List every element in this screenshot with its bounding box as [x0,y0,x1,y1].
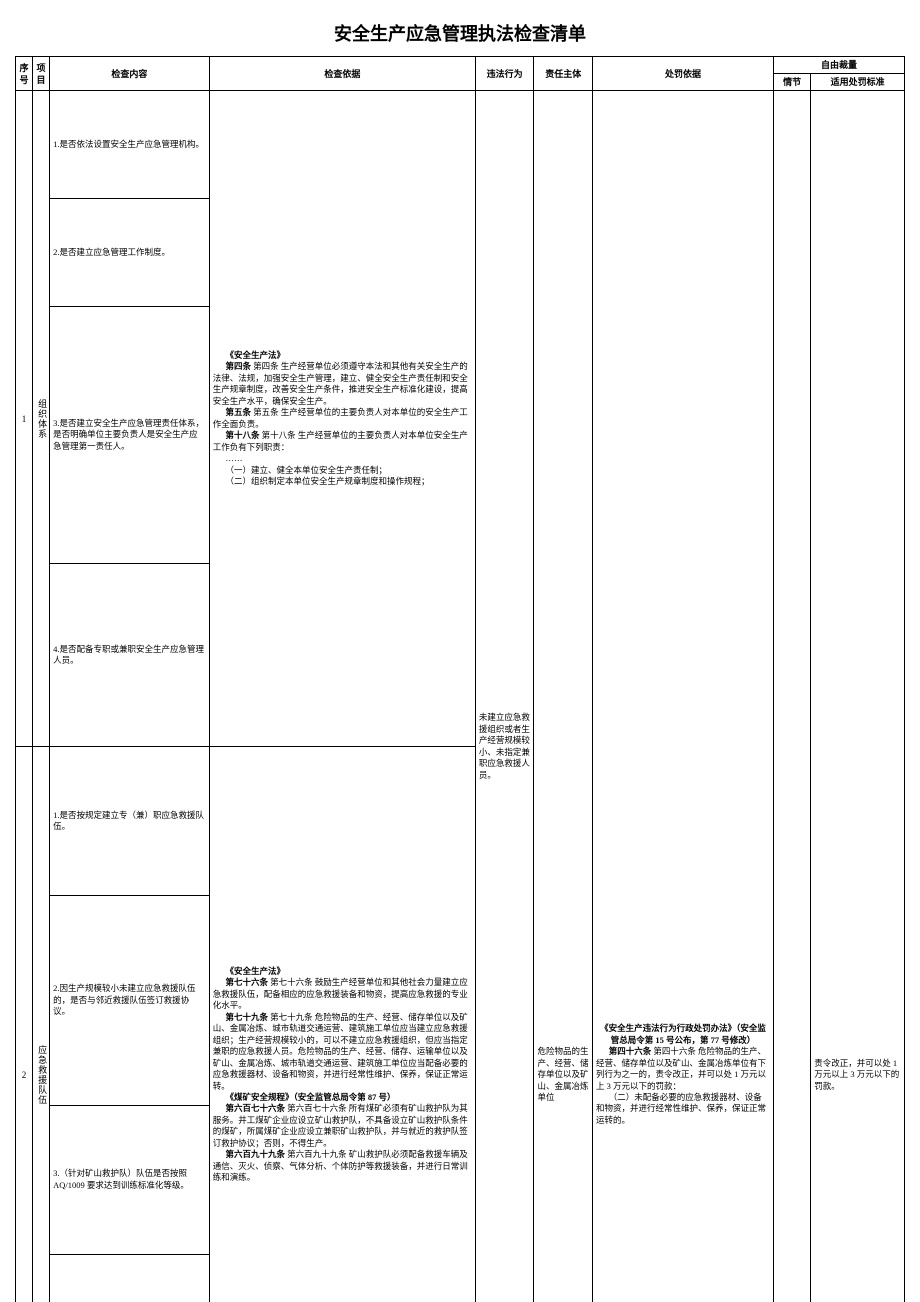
content-1-2: 2.是否建立应急管理工作制度。 [50,199,210,307]
th-discretion: 自由裁量 [773,57,904,74]
content-2-3: 3.（针对矿山救护队）队伍是否按照 AQ/1009 要求达到训练标准化等级。 [50,1105,210,1254]
seq-1: 1 [16,91,33,747]
content-2-2: 2.因生产规模较小未建立应急救援队伍的，是否与邻近救援队伍签订救援协议。 [50,896,210,1106]
th-content: 检查内容 [50,57,210,91]
th-seq: 序号 [16,57,33,91]
content-1-4: 4.是否配备专职或兼职安全生产应急管理人员。 [50,564,210,747]
th-item: 项目 [33,57,50,91]
content-2-4: 4.（针对矿山救护队）队伍建设和人员配备是否符合相关规定要求。 [50,1254,210,1302]
standard-shared: 责令改正，并可以处 1 万元以上 3 万元以下的罚款。 [811,91,905,1302]
basis-1: 《安全生产法》 第四条 第四条 生产经营单位必须遵守本法和其他有关安全生产的法律… [209,91,475,747]
content-2-1: 1.是否按规定建立专（兼）职应急救援队伍。 [50,747,210,896]
subject-shared: 危险物品的生产、经营、储存单位以及矿山、金属冶炼单位 [534,91,593,1302]
th-circum: 情节 [773,74,810,91]
basis-2: 《安全生产法》 第七十六条 第七十六条 鼓励生产经营单位和其他社会力量建立应急救… [209,747,475,1302]
content-1-1: 1.是否依法设置安全生产应急管理机构。 [50,91,210,199]
th-penalty: 处罚依据 [593,57,774,91]
th-subject: 责任主体 [534,57,593,91]
illegal-shared: 未建立应急救援组织或者生产经营规模较小、未指定兼职应急救援人员。 [475,91,534,1302]
penalty-shared: 《安全生产违法行为行政处罚办法》（安全监管总局令第 15 号公布，第 77 号修… [593,91,774,1302]
circum-shared [773,91,810,1302]
seq-2: 2 [16,747,33,1302]
th-standard: 适用处罚标准 [811,74,905,91]
item-1: 组织体系 [33,91,50,747]
th-illegal: 违法行为 [475,57,534,91]
table-row: 1 组织体系 1.是否依法设置安全生产应急管理机构。 《安全生产法》 第四条 第… [16,91,905,199]
checklist-table: 序号 项目 检查内容 检查依据 违法行为 责任主体 处罚依据 自由裁量 情节 适… [15,56,905,1302]
th-basis: 检查依据 [209,57,475,91]
page-title: 安全生产应急管理执法检查清单 [15,20,905,46]
header-row-1: 序号 项目 检查内容 检查依据 违法行为 责任主体 处罚依据 自由裁量 [16,57,905,74]
content-1-3: 3.是否建立安全生产应急管理责任体系，是否明确单位主要负责人是安全生产应急管理第… [50,306,210,564]
item-2: 应急救援队伍 [33,747,50,1302]
